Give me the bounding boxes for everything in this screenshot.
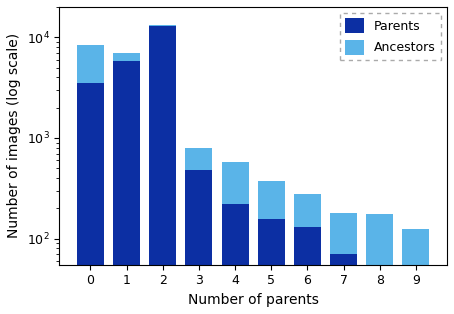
Bar (258, 181, 285, 219)
Bar (222, 204, 249, 314)
Bar (402, 229, 429, 314)
Bar (330, 213, 357, 254)
Bar (222, 162, 249, 204)
Bar (294, 194, 321, 227)
Bar (77, 83, 104, 314)
Bar (149, 26, 176, 314)
Bar (149, 25, 176, 26)
Bar (258, 219, 285, 314)
Bar (185, 148, 212, 170)
Legend: Parents, Ancestors: Parents, Ancestors (340, 13, 441, 60)
Bar (366, 214, 393, 267)
Bar (185, 170, 212, 314)
Bar (113, 61, 140, 314)
Bar (294, 227, 321, 314)
Y-axis label: Number of images (log scale): Number of images (log scale) (7, 33, 21, 238)
Bar (113, 53, 140, 61)
Bar (366, 267, 393, 314)
Bar (330, 254, 357, 314)
X-axis label: Number of parents: Number of parents (188, 293, 319, 307)
Bar (77, 46, 104, 83)
